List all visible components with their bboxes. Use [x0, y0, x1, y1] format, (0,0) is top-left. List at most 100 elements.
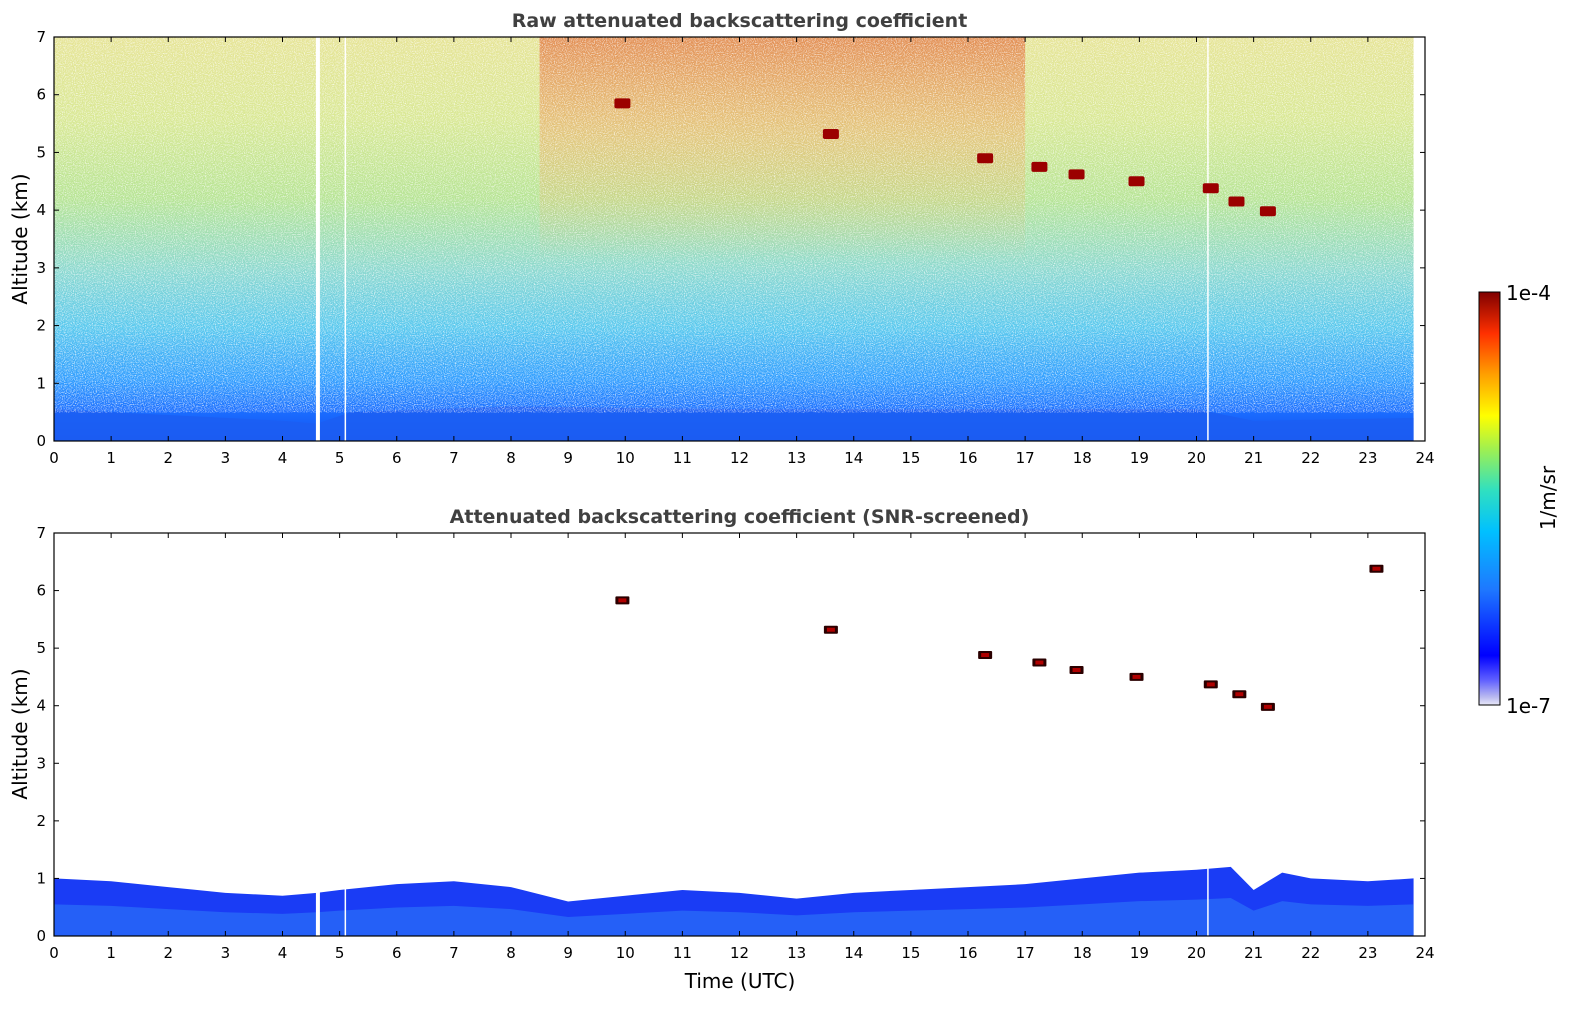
screened-x-tick-label: 7	[449, 944, 459, 962]
raw-cloud-patch	[822, 128, 839, 139]
raw-x-tick-label: 5	[335, 449, 345, 467]
screened-cloud-core	[1072, 668, 1081, 673]
raw-heatmap	[54, 37, 1414, 441]
raw-x-tick-label: 0	[49, 449, 59, 467]
raw-x-tick-label: 2	[163, 449, 173, 467]
raw-x-tick-label: 14	[844, 449, 863, 467]
colorbar: 1e-4 1e-7 1/m/sr	[1478, 281, 1560, 718]
raw-backscatter-panel: Raw attenuated backscattering coefficien…	[8, 10, 1435, 467]
raw-surface-layer	[54, 406, 1414, 441]
screened-x-tick-label: 23	[1358, 944, 1377, 962]
screened-x-tick-label: 20	[1187, 944, 1206, 962]
screened-x-tick-label: 15	[901, 944, 920, 962]
screened-cloud-core	[1206, 682, 1215, 687]
raw-cloud-patch	[1031, 161, 1048, 172]
raw-y-tick-label: 4	[36, 201, 46, 219]
raw-y-tick-label: 0	[36, 432, 46, 450]
raw-x-tick-label: 18	[1073, 449, 1092, 467]
screened-x-tick-label: 13	[787, 944, 806, 962]
raw-x-tick-label: 1	[106, 449, 116, 467]
screened-y-tick-label: 4	[36, 697, 46, 715]
raw-x-tick-label: 8	[506, 449, 516, 467]
raw-cloud-patch	[1128, 176, 1145, 187]
screened-x-tick-label: 22	[1301, 944, 1320, 962]
x-axis-label: Time (UTC)	[684, 969, 796, 993]
raw-y-tick-label: 7	[36, 28, 46, 46]
screened-x-tick-label: 5	[335, 944, 345, 962]
raw-x-tick-label: 13	[787, 449, 806, 467]
screened-y-tick-label: 6	[36, 582, 46, 600]
screened-x-tick-label: 0	[49, 944, 59, 962]
screened-data-gap	[315, 533, 320, 936]
raw-y-tick-label: 1	[36, 374, 46, 392]
screened-x-tick-label: 17	[1016, 944, 1035, 962]
screened-cloud-core	[1372, 566, 1381, 571]
raw-y-tick-label: 5	[36, 143, 46, 161]
raw-x-tick-label: 16	[958, 449, 977, 467]
screened-x-tick-label: 18	[1073, 944, 1092, 962]
screened-x-tick-label: 12	[730, 944, 749, 962]
screened-x-tick-label: 3	[221, 944, 231, 962]
colorbar-gradient	[1478, 291, 1501, 706]
raw-x-tick-label: 23	[1358, 449, 1377, 467]
screened-boundary-layer-core	[54, 898, 1414, 936]
raw-x-tick-label: 12	[730, 449, 749, 467]
screened-heatmap	[54, 533, 1414, 936]
screened-y-tick-label: 3	[36, 754, 46, 772]
raw-cloud-patch	[1202, 183, 1219, 194]
raw-x-tick-label: 3	[221, 449, 231, 467]
screened-x-tick-label: 11	[673, 944, 692, 962]
screened-x-tick-label: 2	[163, 944, 173, 962]
screened-x-tick-label: 8	[506, 944, 516, 962]
screened-panel-title: Attenuated backscattering coefficient (S…	[450, 506, 1030, 528]
raw-x-tick-label: 15	[901, 449, 920, 467]
raw-cloud-patch	[1259, 206, 1276, 217]
raw-x-tick-label: 6	[392, 449, 402, 467]
raw-y-tick-label: 2	[36, 317, 46, 335]
raw-data-gap	[315, 37, 320, 441]
raw-panel-title: Raw attenuated backscattering coefficien…	[512, 10, 968, 32]
screened-cloud-core	[981, 653, 990, 658]
raw-x-tick-label: 4	[278, 449, 288, 467]
colorbar-min-label: 1e-7	[1506, 694, 1551, 718]
raw-cloud-patch	[977, 153, 994, 164]
raw-data-gap	[1207, 37, 1209, 441]
screened-x-tick-label: 10	[616, 944, 635, 962]
raw-x-tick-label: 20	[1187, 449, 1206, 467]
screened-cloud-core	[618, 598, 627, 603]
raw-x-tick-label: 24	[1415, 449, 1434, 467]
raw-y-tick-label: 6	[36, 86, 46, 104]
screened-x-tick-label: 4	[278, 944, 288, 962]
raw-data-gap	[344, 37, 347, 441]
screened-y-tick-label: 2	[36, 812, 46, 830]
raw-x-tick-label: 7	[449, 449, 459, 467]
screened-y-axis-label: Altitude (km)	[8, 668, 32, 799]
screened-cloud-core	[826, 627, 835, 632]
raw-x-tick-label: 9	[563, 449, 573, 467]
screened-cloud-core	[1235, 692, 1244, 697]
raw-noise-speckle	[54, 37, 1414, 413]
screened-x-tick-label: 24	[1415, 944, 1434, 962]
screened-y-tick-label: 7	[36, 524, 46, 542]
screened-cloud-core	[1263, 704, 1272, 709]
colorbar-max-label: 1e-4	[1506, 281, 1551, 305]
screened-y-tick-label: 5	[36, 639, 46, 657]
colorbar-unit-label: 1/m/sr	[1536, 465, 1560, 530]
screened-x-tick-label: 19	[1130, 944, 1149, 962]
screened-x-tick-label: 9	[563, 944, 573, 962]
raw-x-tick-label: 17	[1016, 449, 1035, 467]
screened-x-tick-label: 6	[392, 944, 402, 962]
raw-x-tick-label: 19	[1130, 449, 1149, 467]
raw-cloud-patch	[1228, 196, 1245, 207]
screened-cloud-core	[1035, 660, 1044, 665]
raw-y-tick-label: 3	[36, 259, 46, 277]
raw-x-tick-label: 11	[673, 449, 692, 467]
raw-x-tick-label: 22	[1301, 449, 1320, 467]
screened-y-tick-label: 1	[36, 869, 46, 887]
screened-y-tick-label: 0	[36, 927, 46, 945]
raw-x-tick-label: 21	[1244, 449, 1263, 467]
screened-x-tick-label: 21	[1244, 944, 1263, 962]
screened-data-gap	[1207, 533, 1209, 936]
screened-x-tick-label: 16	[958, 944, 977, 962]
